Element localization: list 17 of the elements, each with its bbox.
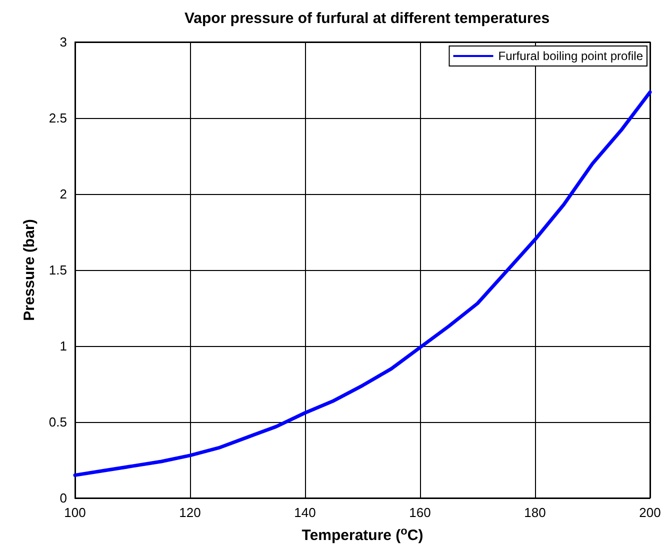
y-axis-title: Pressure (bar) (21, 219, 38, 321)
x-tick-label: 160 (409, 505, 431, 520)
y-tick-label: 0 (60, 490, 67, 506)
y-tick-label: 3 (60, 34, 67, 50)
y-tick-label: 1.5 (48, 262, 67, 278)
line-series (73, 90, 652, 477)
y-tick-label: 1 (60, 338, 67, 354)
x-tick-label: 200 (639, 505, 661, 520)
x-tick-label: 100 (64, 505, 86, 520)
y-tick-label: 2.5 (48, 110, 67, 126)
x-tick-label: 180 (524, 505, 546, 520)
x-tick-label: 140 (294, 505, 316, 520)
legend-label: Furfural boiling point profile (498, 49, 644, 63)
x-tick-label: 120 (179, 505, 201, 520)
chart-title: Vapor pressure of furfural at different temperatures (184, 10, 550, 27)
y-tick-label: 2 (60, 186, 67, 202)
y-tick-label: 0.5 (48, 414, 67, 430)
